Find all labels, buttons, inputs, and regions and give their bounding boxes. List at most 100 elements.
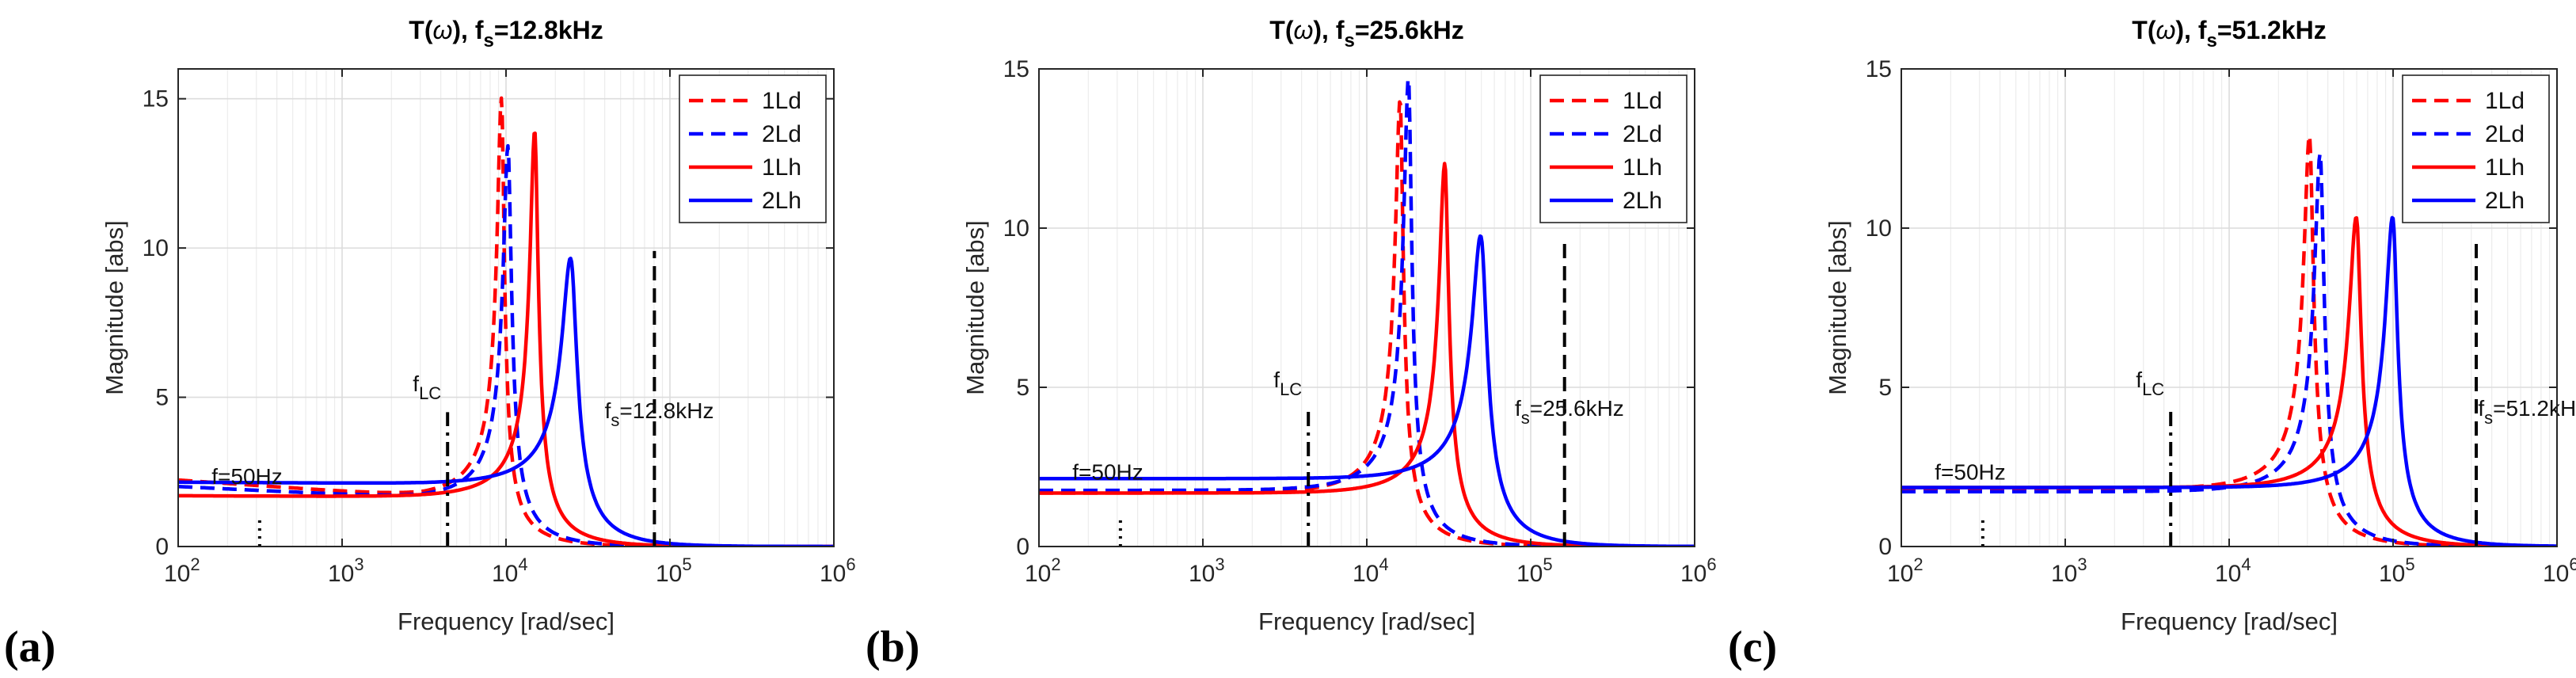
annotation-subscript: LC xyxy=(1280,379,1302,399)
x-tick-exponent: 5 xyxy=(1543,554,1552,574)
annotation-label: f=50Hz xyxy=(1935,460,2006,485)
series-line-1ld xyxy=(1039,100,1695,547)
x-tick-base: 10 xyxy=(1680,561,1707,587)
title-subscript: s xyxy=(1344,30,1354,51)
legend-label-2ld: 2Ld xyxy=(2485,121,2525,147)
annotation-text: f xyxy=(1273,368,1280,392)
x-tick-base: 10 xyxy=(492,561,518,587)
y-tick-label: 5 xyxy=(1878,375,1892,401)
y-axis: 0 5 10 15 Magnitude [abs] xyxy=(101,86,834,560)
y-axis-label: Magnitude [abs] xyxy=(101,220,128,395)
x-tick-exponent: 5 xyxy=(682,554,691,574)
y-tick-label: 5 xyxy=(155,385,169,411)
title-value: =25.6kHz xyxy=(1355,16,1464,44)
x-tick-label: 105 xyxy=(656,554,692,587)
annotation-subscript: s xyxy=(2484,408,2493,428)
y-axis: 0 5 10 15 Magnitude [abs] xyxy=(1824,56,2557,560)
annotation-text: f=50Hz xyxy=(211,464,283,489)
series-group xyxy=(1901,134,2557,547)
chart-title: T(ω), fs=25.6kHz xyxy=(1269,16,1463,51)
annotation-text: f xyxy=(1515,396,1521,421)
title-omega: ω xyxy=(1293,16,1313,44)
x-tick-exponent: 2 xyxy=(1051,554,1060,574)
x-tick-label: 102 xyxy=(164,554,200,587)
chart-title: T(ω), fs=51.2kHz xyxy=(2132,16,2326,51)
x-tick-base: 10 xyxy=(2051,561,2077,587)
legend-label-1ld: 1Ld xyxy=(1623,88,1662,114)
x-tick-base: 10 xyxy=(656,561,682,587)
panel-label: (a) xyxy=(4,623,55,672)
x-axis-label: Frequency [rad/sec] xyxy=(398,608,615,635)
series-line-2lh xyxy=(1039,234,1695,547)
annotation-suffix: =51.2kHz xyxy=(2493,396,2576,421)
annotation-text: f xyxy=(2478,396,2484,421)
y-axis: 0 5 10 15 Magnitude [abs] xyxy=(961,56,1695,560)
x-tick-base: 10 xyxy=(1887,561,1913,587)
x-tick-label: 105 xyxy=(1516,554,1553,587)
x-axis-label: Frequency [rad/sec] xyxy=(1258,608,1475,635)
x-tick-label: 106 xyxy=(1680,554,1717,587)
annotation-label: fs=51.2kHz xyxy=(2478,396,2576,428)
x-tick-exponent: 4 xyxy=(518,554,527,574)
legend-box xyxy=(2402,74,2550,223)
annotation-subscript: s xyxy=(611,410,619,430)
annotation-label: fs=12.8kHz xyxy=(605,398,714,430)
x-axis-label: Frequency [rad/sec] xyxy=(2121,608,2338,635)
x-tick-exponent: 4 xyxy=(2241,554,2251,574)
series-line-1ld xyxy=(1901,134,2557,547)
chart-title: T(ω), fs=12.8kHz xyxy=(409,16,603,51)
legend-label-1ld: 1Ld xyxy=(2485,88,2525,114)
annotation-text: f xyxy=(413,371,419,396)
legend-label-1lh: 1Lh xyxy=(762,154,801,181)
y-tick-label: 15 xyxy=(1866,56,1892,82)
x-tick-base: 10 xyxy=(2379,561,2405,587)
title-omega: ω xyxy=(2156,16,2175,44)
annotation-label: f=50Hz xyxy=(211,464,283,489)
x-tick-label: 102 xyxy=(1025,554,1061,587)
y-tick-label: 0 xyxy=(1878,534,1892,560)
legend-label-1lh: 1Lh xyxy=(2485,154,2525,181)
annotation-text: f xyxy=(2136,368,2142,392)
title-value: =12.8kHz xyxy=(494,16,603,44)
title-subscript: s xyxy=(2206,30,2216,51)
title-mid: ), f xyxy=(1313,16,1344,44)
annotation-text: f=50Hz xyxy=(1935,460,2006,485)
x-tick-base: 10 xyxy=(328,561,354,587)
x-tick-base: 10 xyxy=(1516,561,1543,587)
x-tick-base: 10 xyxy=(1189,561,1215,587)
legend-label-2ld: 2Ld xyxy=(1623,121,1662,147)
title-value: =51.2kHz xyxy=(2217,16,2327,44)
x-tick-exponent: 3 xyxy=(2077,554,2087,574)
y-tick-label: 10 xyxy=(1003,215,1029,242)
legend-box xyxy=(679,74,827,223)
annotation-label: fLC xyxy=(413,371,441,403)
x-tick-exponent: 5 xyxy=(2405,554,2414,574)
x-tick-exponent: 3 xyxy=(354,554,363,574)
x-tick-label: 103 xyxy=(2051,554,2087,587)
title-omega: ω xyxy=(432,16,452,44)
y-tick-label: 0 xyxy=(1016,534,1029,560)
x-tick-base: 10 xyxy=(164,561,190,587)
annotation-subscript: LC xyxy=(419,383,441,403)
y-tick-label: 10 xyxy=(143,235,169,261)
x-tick-base: 10 xyxy=(820,561,846,587)
x-tick-label: 104 xyxy=(1353,554,1389,587)
legend-box xyxy=(1539,74,1688,223)
title-prefix: T( xyxy=(409,16,433,44)
annotations: f=50Hz fLC fs=12.8kHz xyxy=(211,250,714,547)
legend: 1Ld 2Ld 1Lh 2Lh xyxy=(1539,74,1688,223)
legend: 1Ld 2Ld 1Lh 2Lh xyxy=(2402,74,2550,223)
x-tick-label: 104 xyxy=(2215,554,2251,587)
legend: 1Ld 2Ld 1Lh 2Lh xyxy=(679,74,827,223)
y-axis-label: Magnitude [abs] xyxy=(961,220,989,395)
x-tick-exponent: 2 xyxy=(1913,554,1923,574)
x-tick-exponent: 6 xyxy=(1707,554,1716,574)
annotation-label: fLC xyxy=(1273,368,1302,399)
x-tick-label: 106 xyxy=(820,554,856,587)
title-prefix: T( xyxy=(2132,16,2156,44)
